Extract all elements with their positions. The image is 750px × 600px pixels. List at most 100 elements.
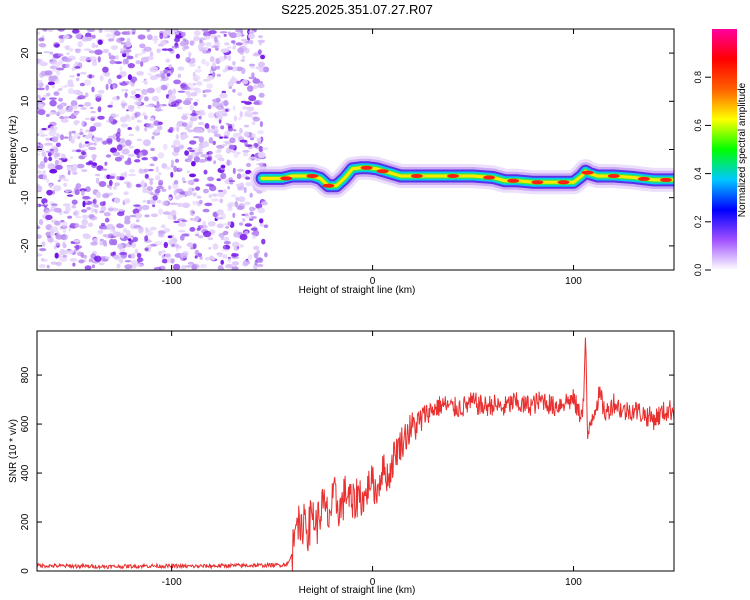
noise-speckle: [257, 151, 266, 159]
noise-speckle: [83, 148, 88, 152]
noise-speckle: [104, 217, 110, 223]
noise-speckle: [128, 107, 134, 112]
noise-speckle: [97, 115, 105, 120]
noise-speckle: [58, 157, 65, 161]
noise-speckle: [153, 120, 160, 126]
noise-speckle: [110, 228, 115, 233]
snr-series-line: [37, 337, 674, 571]
noise-speckle: [161, 258, 168, 264]
noise-speckle: [223, 48, 230, 53]
noise-speckle: [194, 69, 202, 73]
noise-speckle: [213, 160, 217, 165]
noise-speckle: [228, 177, 233, 181]
noise-speckle: [63, 136, 69, 139]
noise-speckle: [205, 61, 210, 67]
noise-speckle: [144, 56, 150, 62]
noise-speckle: [199, 113, 203, 117]
noise-speckle: [213, 130, 218, 135]
noise-speckle: [130, 76, 138, 82]
noise-speckle: [53, 91, 60, 96]
noise-speckle: [255, 66, 263, 70]
noise-speckle: [231, 253, 239, 257]
noise-speckle: [88, 214, 95, 219]
noise-speckle: [197, 252, 203, 258]
noise-speckle: [79, 188, 87, 192]
noise-speckle: [80, 107, 87, 110]
noise-speckle: [257, 39, 266, 43]
ridge-peak: [637, 176, 650, 181]
noise-speckle: [37, 185, 43, 192]
noise-speckle: [203, 89, 212, 93]
noise-speckle: [187, 147, 193, 150]
noise-speckle: [232, 212, 236, 218]
noise-speckle: [241, 79, 249, 85]
noise-speckle: [126, 109, 129, 112]
noise-speckle: [137, 105, 142, 109]
noise-speckle: [196, 195, 202, 199]
noise-speckle: [84, 92, 89, 98]
noise-speckle: [165, 58, 171, 63]
noise-speckle: [45, 127, 52, 131]
noise-speckle: [242, 217, 245, 221]
noise-speckle: [116, 37, 123, 44]
noise-speckle: [97, 39, 103, 45]
noise-speckle: [168, 94, 176, 102]
noise-speckle: [71, 199, 78, 205]
noise-speckle: [172, 139, 181, 146]
noise-speckle: [222, 143, 228, 147]
noise-speckle: [95, 44, 99, 48]
noise-speckle: [176, 126, 180, 132]
noise-speckle: [170, 159, 175, 166]
ridge-peak: [531, 180, 544, 185]
noise-speckle: [181, 122, 188, 127]
noise-speckle: [175, 158, 179, 163]
noise-speckle: [132, 236, 139, 243]
noise-speckle: [123, 191, 129, 196]
noise-speckle: [215, 216, 219, 219]
noise-speckle: [257, 257, 263, 262]
noise-speckle: [110, 147, 117, 153]
noise-speckle: [215, 125, 218, 129]
noise-speckle: [47, 163, 55, 170]
noise-speckle: [260, 54, 266, 60]
noise-speckle: [200, 154, 207, 158]
y-tick-label: 10: [20, 95, 31, 107]
noise-speckle: [128, 173, 137, 177]
noise-speckle: [110, 45, 119, 50]
noise-speckle: [135, 219, 140, 223]
noise-speckle: [79, 132, 84, 135]
noise-speckle: [194, 234, 200, 237]
noise-speckle: [239, 127, 243, 134]
noise-speckle: [219, 234, 224, 238]
noise-speckle: [248, 33, 256, 40]
noise-speckle: [220, 164, 226, 169]
noise-speckle: [158, 179, 164, 186]
noise-speckle: [216, 148, 222, 153]
noise-speckle: [152, 195, 158, 201]
noise-speckle: [253, 245, 260, 250]
noise-speckle: [196, 81, 203, 86]
noise-speckle: [135, 53, 143, 56]
noise-speckle: [98, 181, 107, 187]
noise-speckle: [134, 226, 143, 229]
noise-speckle: [105, 83, 109, 91]
noise-speckle: [37, 79, 43, 83]
noise-speckle: [213, 133, 222, 137]
noise-speckle: [259, 121, 263, 128]
noise-speckle: [172, 183, 179, 190]
noise-speckle: [190, 113, 198, 117]
noise-speckle: [58, 97, 63, 102]
noise-speckle: [102, 66, 109, 73]
noise-speckle: [220, 172, 227, 180]
noise-speckle: [143, 168, 149, 173]
noise-speckle: [89, 258, 93, 261]
noise-speckle: [246, 162, 251, 168]
noise-speckle: [99, 210, 105, 214]
noise-speckle: [71, 149, 77, 153]
noise-speckle: [39, 61, 48, 67]
noise-speckle: [75, 183, 82, 189]
noise-speckle: [64, 106, 73, 113]
noise-speckle: [167, 196, 172, 200]
